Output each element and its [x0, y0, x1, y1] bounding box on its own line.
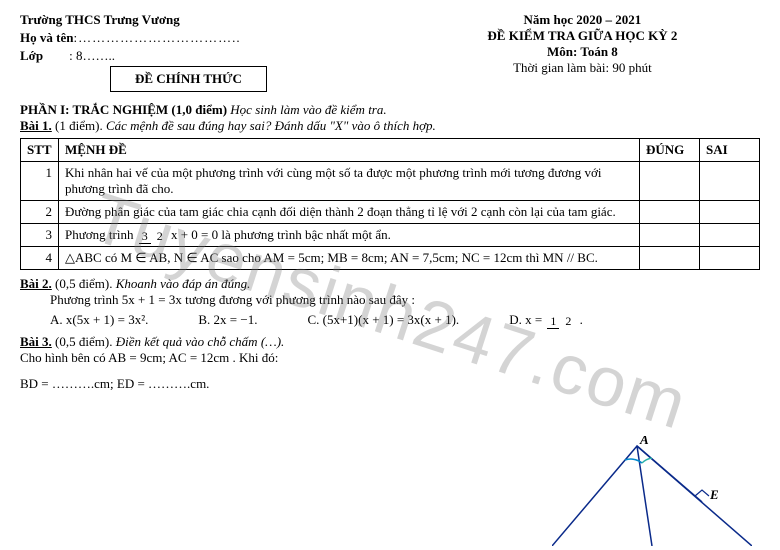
checkbox-cell[interactable]: [640, 201, 700, 224]
col-sai: SAI: [700, 139, 760, 162]
checkbox-cell[interactable]: [640, 224, 700, 247]
school-name: Trường THCS Trưng Vương: [20, 12, 375, 28]
checkbox-cell[interactable]: [700, 162, 760, 201]
class-label: Lớp: [20, 48, 43, 63]
bai3-line1: Cho hình bên có AB = 9cm; AC = 12cm . Kh…: [20, 350, 760, 366]
bai2-label: Bài 2.: [20, 276, 52, 291]
fraction: 3 2: [139, 230, 166, 242]
school-year: Năm học 2020 – 2021: [405, 12, 760, 28]
checkbox-cell[interactable]: [640, 162, 700, 201]
bai2-points: (0,5 điểm).: [55, 276, 112, 291]
option-d[interactable]: D. x = 1 2 .: [509, 312, 583, 328]
label-a: A: [639, 436, 649, 447]
bai2-options: A. x(5x + 1) = 3x². B. 2x = −1. C. (5x+1…: [50, 312, 760, 328]
class-dots: : 8……..: [69, 48, 115, 63]
option-b[interactable]: B. 2x = −1.: [198, 312, 257, 328]
col-menh-de: MỆNH ĐỀ: [59, 139, 640, 162]
table-row: 4 △ABC có M ∈ AB, N ∈ AC sao cho AM = 5c…: [21, 247, 760, 270]
exam-title: ĐỀ KIỂM TRA GIỮA HỌC KỲ 2: [405, 28, 760, 44]
part1-note: Học sinh làm vào đề kiểm tra.: [230, 102, 386, 117]
bai3-instr: Điền kết quả vào chỗ chấm (…).: [116, 334, 285, 349]
bai3-line2: BD = ……….cm; ED = ……….cm.: [20, 376, 760, 392]
triangle-figure: A E: [552, 436, 752, 546]
bai3-label: Bài 3.: [20, 334, 52, 349]
statements-table: STT MỆNH ĐỀ ĐÚNG SAI 1 Khi nhân hai vế c…: [20, 138, 760, 270]
table-row: 1 Khi nhân hai vế của một phương trình v…: [21, 162, 760, 201]
bai1-points: (1 điểm).: [55, 118, 103, 133]
option-a[interactable]: A. x(5x + 1) = 3x².: [50, 312, 148, 328]
label-e: E: [709, 487, 719, 502]
col-stt: STT: [21, 139, 59, 162]
bai3-points: (0,5 điểm).: [55, 334, 112, 349]
subject: Môn: Toán 8: [405, 44, 760, 60]
bai2-instr: Khoanh vào đáp án đúng.: [116, 276, 251, 291]
option-c[interactable]: C. (5x+1)(x + 1) = 3x(x + 1).: [307, 312, 459, 328]
checkbox-cell[interactable]: [700, 247, 760, 270]
checkbox-cell[interactable]: [700, 201, 760, 224]
bai1-label: Bài 1.: [20, 118, 52, 133]
part1-title: PHẦN I: TRẮC NGHIỆM (1,0 điểm): [20, 102, 227, 117]
name-label: Họ và tên: [20, 30, 73, 45]
col-dung: ĐÚNG: [640, 139, 700, 162]
checkbox-cell[interactable]: [700, 224, 760, 247]
table-row: 3 Phương trình 3 2 x + 0 = 0 là phương t…: [21, 224, 760, 247]
bai2-question: Phương trình 5x + 1 = 3x tương đương với…: [50, 292, 760, 308]
duration: Thời gian làm bài: 90 phút: [405, 60, 760, 76]
fraction: 1 2: [547, 315, 574, 327]
checkbox-cell[interactable]: [640, 247, 700, 270]
official-exam-box: ĐỀ CHÍNH THỨC: [110, 66, 267, 92]
name-dots: :……………………………..: [73, 30, 240, 45]
bai1-instr: Các mệnh đề sau đúng hay sai? Đánh dấu "…: [106, 118, 436, 133]
table-row: 2 Đường phân giác của tam giác chia cạnh…: [21, 201, 760, 224]
